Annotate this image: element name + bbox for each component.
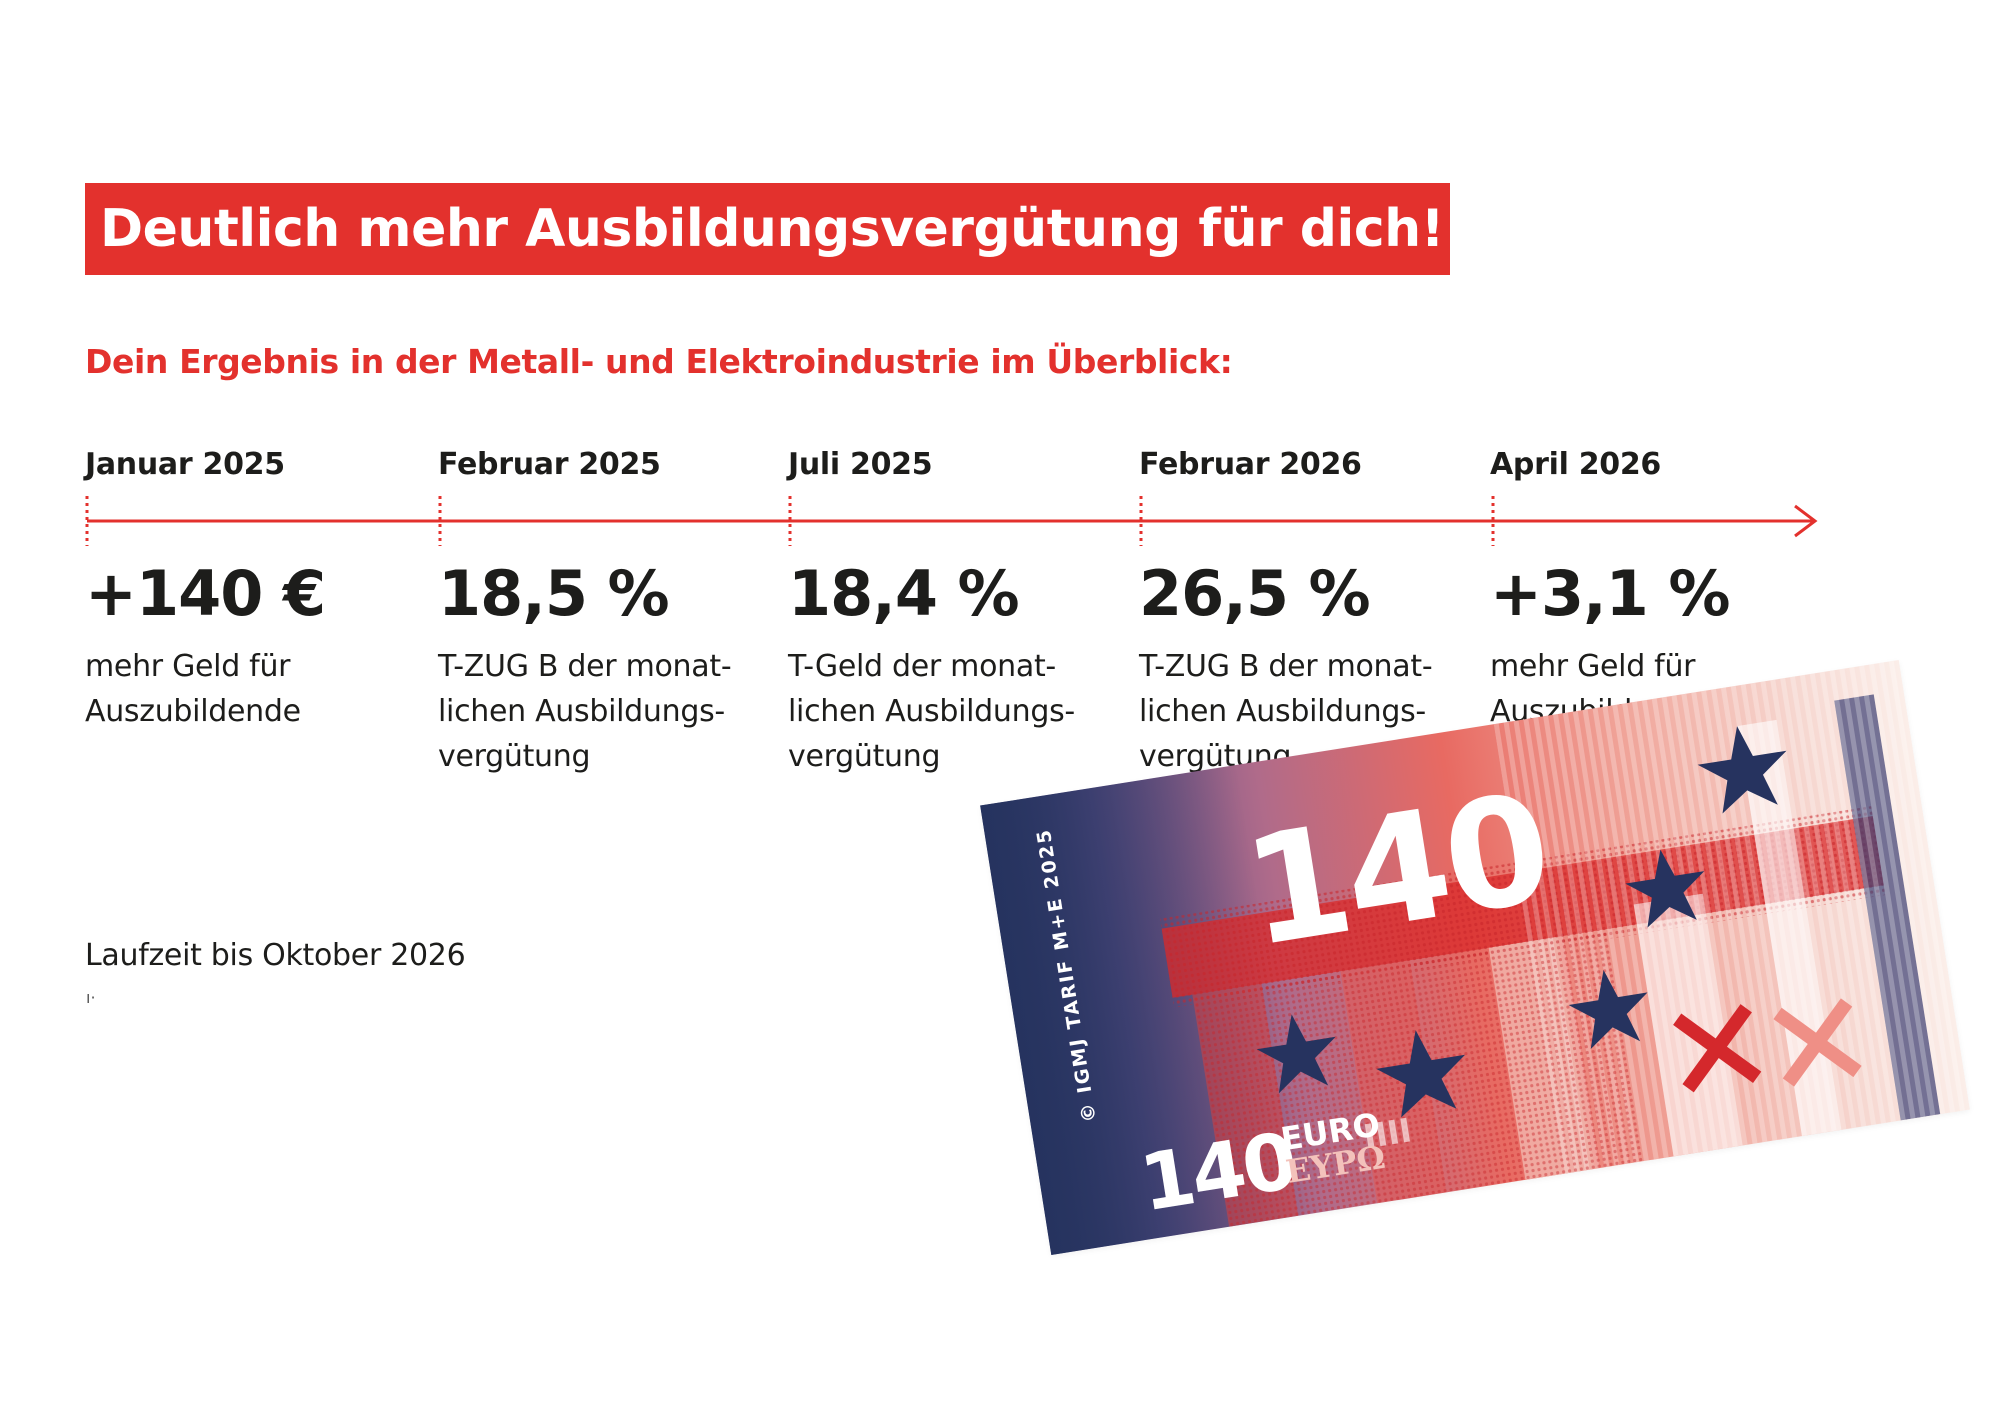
serial-mark-1 xyxy=(1364,1123,1375,1149)
timeline-value-5: +3,1 % xyxy=(1490,557,1730,630)
serial-mark-3 xyxy=(1388,1119,1399,1145)
star-5 xyxy=(1256,1014,1336,1094)
timeline-date-4: Februar 2026 xyxy=(1139,447,1362,482)
timeline-desc-3: T-Geld der monat- lichen Ausbildungs- ve… xyxy=(788,649,1075,774)
cross-1-b xyxy=(1682,1004,1752,1093)
stars xyxy=(1256,726,1787,1118)
star-4 xyxy=(1376,1030,1466,1118)
timeline-desc-1: mehr Geld für Auszubildende xyxy=(85,649,301,729)
timeline-date-1: Januar 2025 xyxy=(85,447,285,482)
timeline-date-3: Juli 2025 xyxy=(788,447,933,482)
timeline-arrow-head xyxy=(1794,504,1818,538)
stray-mark: ı· xyxy=(86,988,96,1007)
serial-marks xyxy=(1364,1117,1410,1149)
page-subtitle: Dein Ergebnis in der Metall- und Elektro… xyxy=(85,342,1233,381)
banknote-big-value: 140 xyxy=(1233,761,1559,981)
banknote-image: © IGMJ TARIF M+E 2025 140 140 EURO ΕΥΡΩ xyxy=(980,660,1970,1255)
timeline-desc-2: T-ZUG B der monat- lichen Ausbildungs- v… xyxy=(438,649,732,774)
title-banner xyxy=(85,183,1450,275)
star-1 xyxy=(1697,726,1787,814)
page-title: Deutlich mehr Ausbildungsvergütung für d… xyxy=(100,199,1444,259)
cross-2-b xyxy=(1782,998,1853,1087)
duration-note: Laufzeit bis Oktober 2026 xyxy=(85,938,466,973)
timeline-value-2: 18,5 % xyxy=(438,557,670,630)
star-3 xyxy=(1568,970,1648,1050)
star-2 xyxy=(1625,849,1705,928)
banknote-artwork xyxy=(980,660,1970,1255)
serial-mark-2 xyxy=(1376,1121,1387,1147)
crosses xyxy=(1673,998,1862,1093)
serial-mark-4 xyxy=(1400,1117,1410,1143)
timeline-date-2: Februar 2025 xyxy=(438,447,661,482)
banknote-small-value: 140 xyxy=(1134,1116,1301,1230)
timeline-value-1: +140 € xyxy=(85,557,326,630)
timeline-value-4: 26,5 % xyxy=(1139,557,1371,630)
timeline-value-3: 18,4 % xyxy=(788,557,1020,630)
timeline-date-5: April 2026 xyxy=(1490,447,1661,482)
